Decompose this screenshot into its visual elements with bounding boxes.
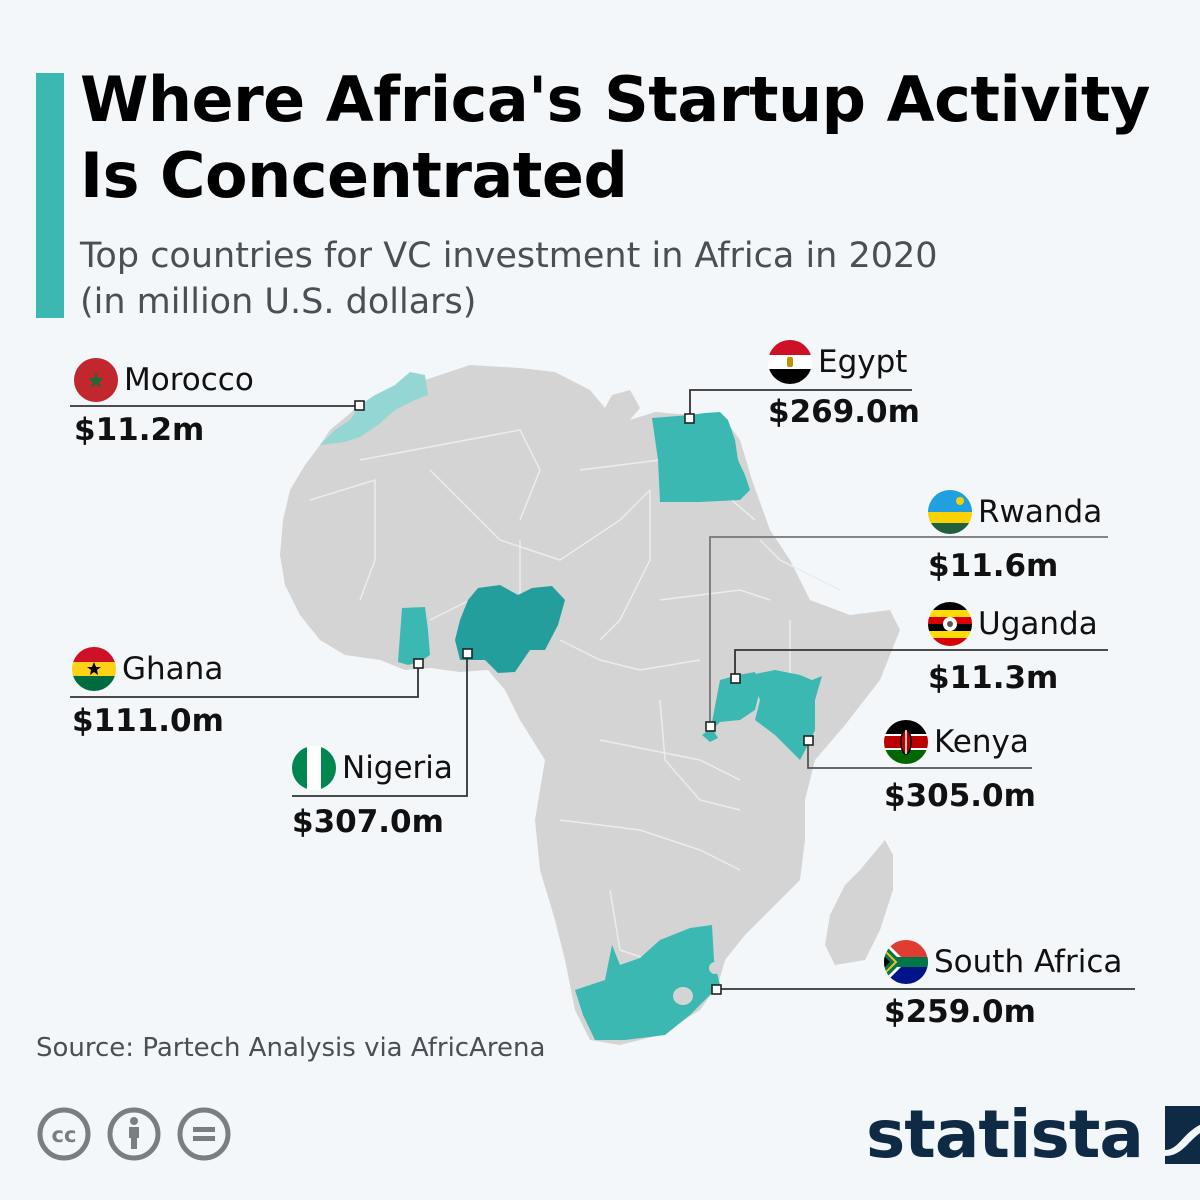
country-value: $11.2m: [74, 412, 205, 448]
uganda-shape: [705, 672, 760, 738]
uganda-flag-icon: [928, 602, 972, 646]
country-name: Kenya: [934, 724, 1029, 760]
subtitle-line-2: (in million U.S. dollars): [80, 282, 477, 322]
callout-rwanda: Rwanda $11.6m: [928, 490, 1102, 586]
nigeria-shape: [455, 585, 565, 673]
country-value: $305.0m: [884, 778, 1036, 814]
callout-kenya: Kenya $305.0m: [884, 720, 1036, 816]
page-title: Where Africa's Startup Activity Is Conce…: [80, 62, 1180, 214]
country-name: Nigeria: [342, 750, 453, 786]
callout-egypt: Egypt $269.0m: [768, 340, 920, 432]
morocco-shape: [320, 372, 428, 445]
rwanda-flag-icon: [928, 490, 972, 534]
country-name: South Africa: [934, 944, 1123, 980]
country-value: $111.0m: [72, 703, 224, 739]
kenya-leader: [807, 740, 1032, 769]
subtitle-line-1: Top countries for VC investment in Afric…: [80, 236, 938, 276]
country-name: Ghana: [122, 651, 224, 687]
leader-markers: [354, 400, 814, 995]
country-value: $11.6m: [928, 548, 1059, 584]
country-name: Rwanda: [978, 494, 1103, 530]
logo-text: statista: [866, 1096, 1144, 1173]
license-icons: cc: [36, 1106, 232, 1162]
egypt-leader: [689, 389, 912, 418]
svg-text:cc: cc: [52, 1123, 77, 1147]
no-derivatives-icon[interactable]: [176, 1106, 232, 1162]
callout-ghana: Ghana $111.0m: [72, 647, 224, 741]
leader-lines: [70, 389, 1135, 990]
madagascar: [825, 840, 893, 965]
morocco-flag-icon: [74, 358, 118, 402]
subtitle: Top countries for VC investment in Afric…: [80, 233, 1080, 325]
callout-south-africa: South Africa $259.0m: [884, 940, 1122, 1032]
statista-logo[interactable]: statista: [866, 1100, 1200, 1170]
statista-mark-icon: [1164, 1106, 1200, 1164]
kenya-flag-icon: [884, 720, 928, 764]
country-value: $269.0m: [768, 394, 920, 430]
accent-bar: [36, 73, 64, 318]
callout-uganda: Uganda $11.3m: [928, 602, 1098, 698]
nigeria-flag-icon: [292, 746, 336, 790]
africa-landmass: [280, 365, 900, 1045]
uganda-leader: [734, 649, 1108, 678]
egypt-shape: [652, 412, 750, 502]
country-value: $307.0m: [292, 804, 444, 840]
south-africa-shape: [575, 925, 720, 1040]
nigeria-leader: [292, 653, 468, 797]
callout-nigeria: Nigeria $307.0m: [292, 746, 453, 842]
title-line-2: Is Concentrated: [80, 139, 628, 212]
eswatini-shape: [709, 962, 721, 974]
rwanda-leader: [709, 536, 1108, 726]
country-name: Uganda: [978, 606, 1098, 642]
title-line-1: Where Africa's Startup Activity: [80, 63, 1150, 136]
cc-icon[interactable]: cc: [36, 1106, 92, 1162]
south-africa-flag-icon: [884, 940, 928, 984]
lesotho-shape: [673, 987, 693, 1005]
callout-morocco: Morocco $11.2m: [74, 358, 254, 450]
country-value: $259.0m: [884, 994, 1036, 1030]
country-name: Egypt: [818, 344, 908, 380]
egypt-flag-icon: [768, 340, 812, 384]
ghana-leader: [70, 663, 419, 698]
attribution-icon[interactable]: [106, 1106, 162, 1162]
source-note: Source: Partech Analysis via AfricArena: [36, 1033, 546, 1063]
ghana-shape: [398, 607, 430, 665]
country-name: Morocco: [124, 362, 254, 398]
ghana-flag-icon: [72, 647, 116, 691]
country-value: $11.3m: [928, 660, 1059, 696]
